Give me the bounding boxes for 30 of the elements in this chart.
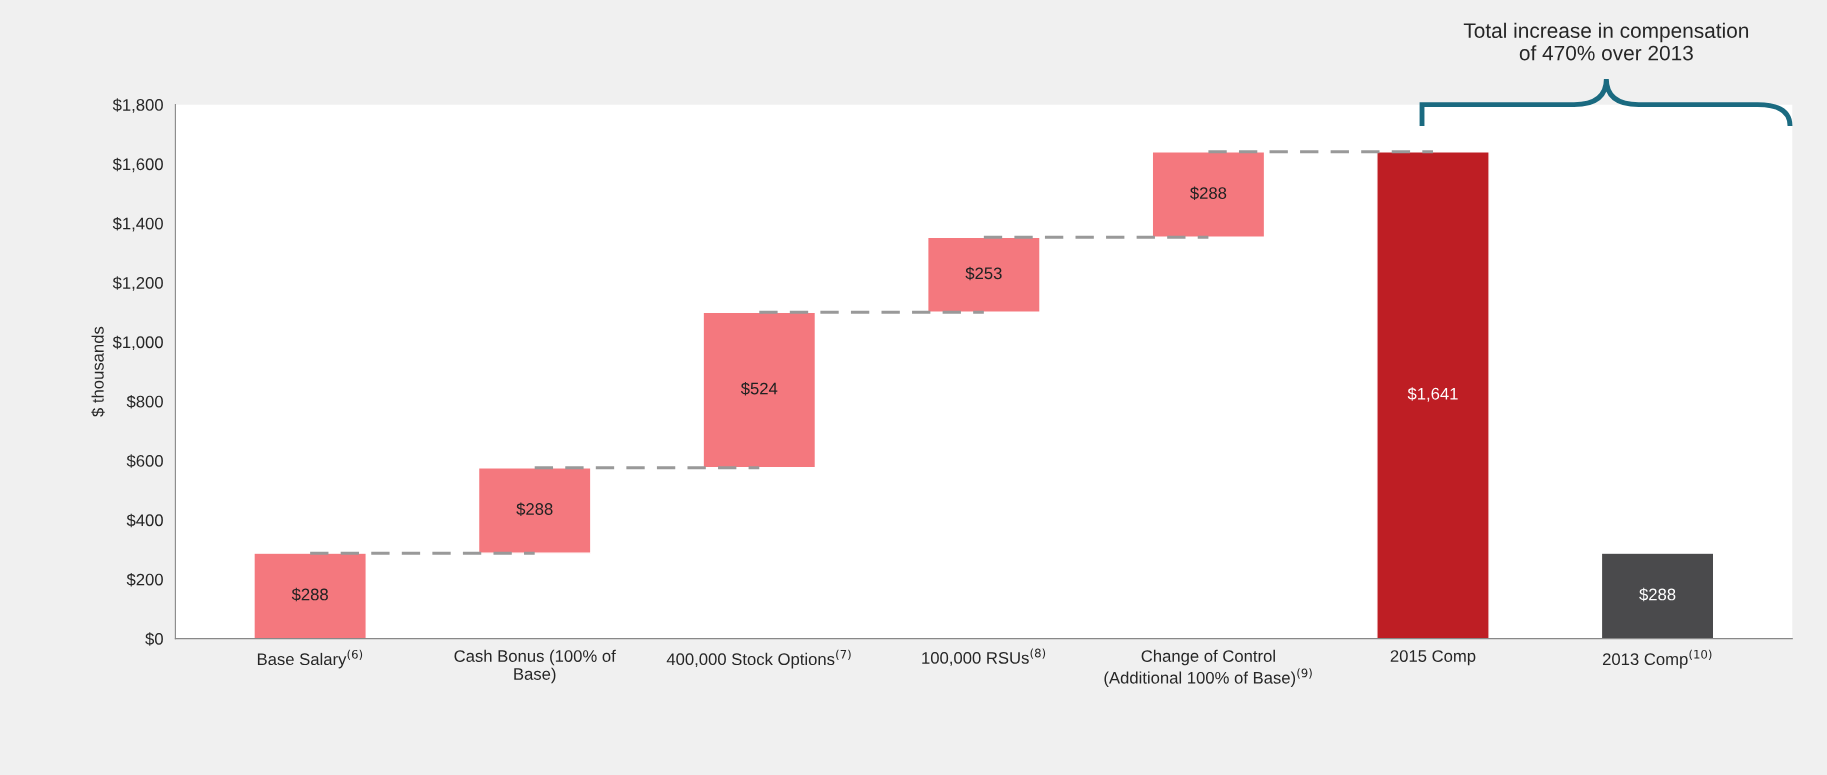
x-tick-label: 100,000 RSUs$^{(8)}$ [922, 648, 1046, 666]
x-tick-label: Change of Control (Additional 100% of Base)$^{(9)}$ [1104, 649, 1312, 687]
y-tick-label: $0 [145, 632, 163, 646]
data-label: $1,641 [1407, 387, 1458, 402]
y-tick-label: $400 [126, 513, 163, 528]
x-tick-label: Base Salary$^{(6)}$ [257, 649, 363, 669]
y-tick-label: $1,600 [112, 157, 163, 173]
y-tick-label: $1,800 [112, 98, 163, 113]
bar [702, 311, 817, 469]
data-label: $288 [291, 587, 328, 602]
bar [927, 236, 1041, 313]
y-axis-title: $ thousands [91, 326, 105, 417]
data-label: $524 [740, 381, 778, 396]
data-label: $288 [1190, 186, 1227, 200]
x-tick-label: 2013 Comp$^{(10)}$ [1602, 649, 1712, 669]
text: Total increase in compensation of 470% over 2013 [1463, 22, 1749, 61]
bar [1151, 151, 1266, 238]
x-tick-label: Cash Bonus (100% of Base) [454, 649, 616, 684]
y-tick-label: $1,200 [112, 276, 163, 291]
y-tick-label: $1,400 [112, 216, 163, 232]
y-tick-label: $1,000 [112, 335, 163, 351]
x-tick-label: 400,000 Stock Options$^{(7)}$ [666, 649, 851, 669]
data-label: $288 [1639, 587, 1676, 602]
data-label: $253 [965, 266, 1002, 281]
data-label: $288 [516, 502, 553, 516]
y-tick-label: $200 [126, 572, 163, 587]
bar [477, 467, 592, 554]
y-tick-label: $600 [126, 454, 163, 468]
x-tick-label: 2015 Comp [1390, 650, 1476, 666]
y-tick-label: $800 [126, 394, 163, 409]
